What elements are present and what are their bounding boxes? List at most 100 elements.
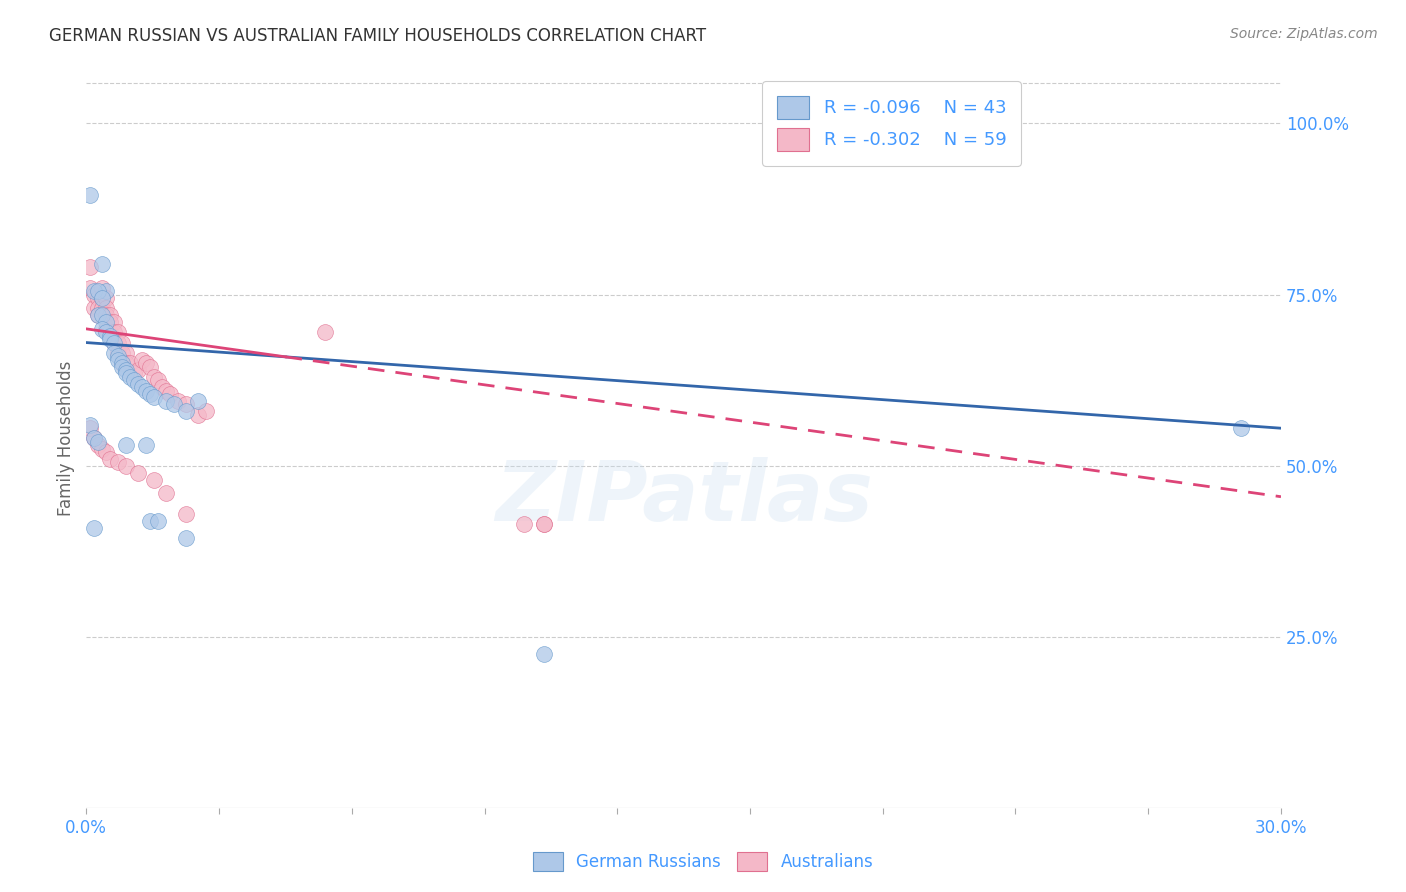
Point <box>91 257 114 271</box>
Point <box>174 507 197 521</box>
Point <box>79 260 101 275</box>
Point <box>127 376 149 391</box>
Point <box>143 369 166 384</box>
Point <box>167 393 190 408</box>
Point <box>194 404 217 418</box>
Point <box>314 326 336 340</box>
Point <box>87 284 110 298</box>
Point <box>107 455 129 469</box>
Point <box>98 328 121 343</box>
Point <box>187 393 209 408</box>
Point <box>98 326 121 340</box>
Point <box>87 291 110 305</box>
Point <box>131 380 153 394</box>
Point <box>135 356 157 370</box>
Point <box>115 363 138 377</box>
Point <box>87 434 110 449</box>
Point <box>143 390 166 404</box>
Point <box>103 335 125 350</box>
Point <box>122 367 145 381</box>
Point <box>79 281 101 295</box>
Point <box>163 397 186 411</box>
Point <box>111 346 134 360</box>
Point <box>127 363 149 377</box>
Point <box>139 514 162 528</box>
Point <box>155 393 177 408</box>
Point <box>96 308 118 322</box>
Point <box>150 380 173 394</box>
Point <box>111 359 134 374</box>
Point <box>155 486 177 500</box>
Point <box>135 384 157 398</box>
Point <box>135 438 157 452</box>
Point <box>533 517 555 532</box>
Point <box>127 466 149 480</box>
Point <box>107 326 129 340</box>
Point <box>96 291 118 305</box>
Point <box>79 421 101 435</box>
Point <box>98 308 121 322</box>
Point <box>96 301 118 316</box>
Point <box>91 308 114 322</box>
Point <box>174 397 197 411</box>
Point <box>155 384 177 398</box>
Point <box>115 356 138 370</box>
Point <box>96 284 118 298</box>
Point <box>96 315 118 329</box>
Point <box>87 438 110 452</box>
Point <box>115 367 138 381</box>
Point <box>98 315 121 329</box>
Point <box>103 335 125 350</box>
Point <box>146 514 169 528</box>
Point <box>103 346 125 360</box>
Point <box>146 373 169 387</box>
Point <box>159 387 181 401</box>
Point <box>533 648 555 662</box>
Point <box>79 188 101 202</box>
Point <box>83 520 105 534</box>
Point <box>96 322 118 336</box>
Point <box>83 432 105 446</box>
Point <box>111 356 134 370</box>
Point <box>122 373 145 387</box>
Point <box>83 287 105 301</box>
Point <box>83 301 105 316</box>
Point <box>107 352 129 367</box>
Point <box>91 322 114 336</box>
Point <box>91 301 114 316</box>
Point <box>87 308 110 322</box>
Point <box>107 335 129 350</box>
Point <box>120 369 142 384</box>
Point <box>79 417 101 432</box>
Point <box>87 301 110 316</box>
Point <box>91 291 114 305</box>
Point <box>131 352 153 367</box>
Point <box>174 404 197 418</box>
Point <box>120 356 142 370</box>
Point <box>1230 421 1253 435</box>
Point <box>103 315 125 329</box>
Point <box>187 408 209 422</box>
Point <box>115 346 138 360</box>
Text: GERMAN RUSSIAN VS AUSTRALIAN FAMILY HOUSEHOLDS CORRELATION CHART: GERMAN RUSSIAN VS AUSTRALIAN FAMILY HOUS… <box>49 27 706 45</box>
Point <box>107 349 129 363</box>
Point <box>91 291 114 305</box>
Point <box>87 308 110 322</box>
Point <box>91 442 114 456</box>
Point <box>115 438 138 452</box>
Point <box>115 458 138 473</box>
Point <box>98 452 121 467</box>
Point <box>533 517 555 532</box>
Text: Source: ZipAtlas.com: Source: ZipAtlas.com <box>1230 27 1378 41</box>
Point <box>174 531 197 545</box>
Point <box>139 359 162 374</box>
Point <box>111 335 134 350</box>
Legend: German Russians, Australians: German Russians, Australians <box>524 843 882 880</box>
Point <box>83 284 105 298</box>
Point <box>513 517 536 532</box>
Point <box>83 432 105 446</box>
Point <box>139 387 162 401</box>
Point <box>96 326 118 340</box>
Point <box>143 473 166 487</box>
Y-axis label: Family Households: Family Households <box>58 360 75 516</box>
